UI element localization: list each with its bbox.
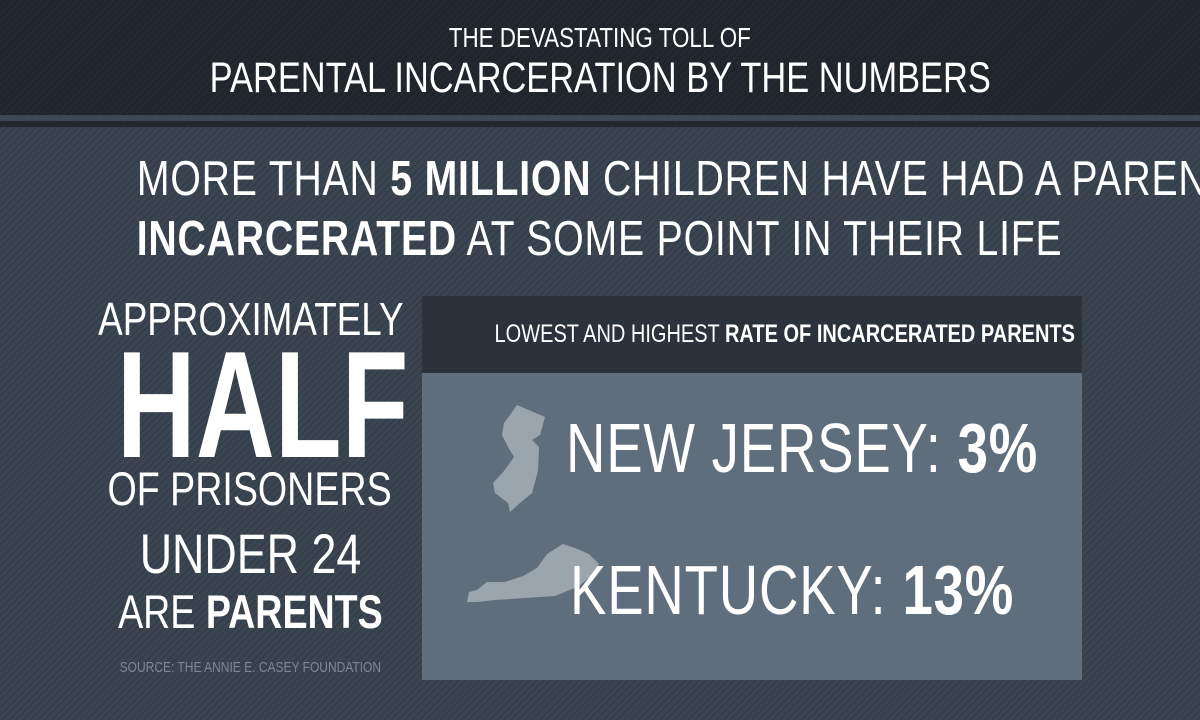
rates-panel-header <box>422 296 1082 373</box>
kentucky-map-icon <box>467 544 599 602</box>
new-jersey-map-icon <box>493 405 545 512</box>
are-parents-label: ARE PARENTS <box>117 585 383 638</box>
half-label: HALF <box>116 320 409 490</box>
page-title: PARENTAL INCARCERATION BY THE NUMBERS <box>209 54 991 102</box>
under-24-label: UNDER 24 <box>139 522 361 585</box>
of-prisoners-label: OF PRISONERS <box>107 462 393 515</box>
approximately-label: APPROXIMATELY <box>98 293 404 345</box>
header-banner <box>0 0 1200 115</box>
header-divider-dark <box>0 121 1200 127</box>
headline-line-2: INCARCERATED AT SOME POINT IN THEIR LIFE <box>137 212 1063 266</box>
kentucky-rate: KENTUCKY: 13% <box>570 551 1015 629</box>
source-citation: SOURCE: THE ANNIE E. CASEY FOUNDATION <box>119 659 381 676</box>
header-subtitle: THE DEVASTATING TOLL OF <box>448 22 752 53</box>
new-jersey-rate: NEW JERSEY: 3% <box>566 409 1039 487</box>
header-divider <box>0 115 1200 121</box>
headline-line-1: MORE THAN 5 MILLION CHILDREN HAVE HAD A … <box>136 152 1200 206</box>
rates-panel-title: LOWEST AND HIGHEST RATE OF INCARCERATED … <box>494 320 1075 348</box>
